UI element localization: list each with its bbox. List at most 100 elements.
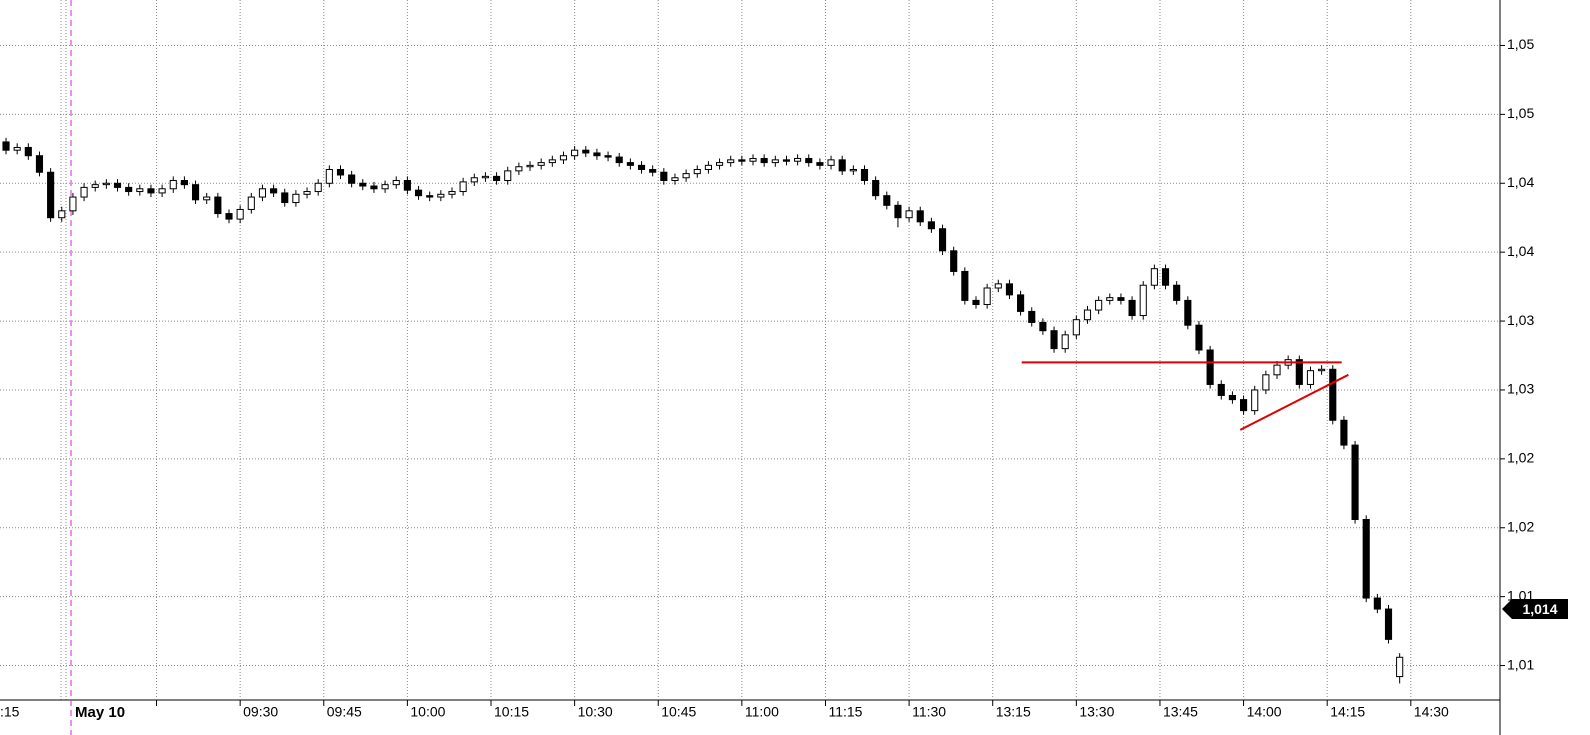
candle-body: [481, 175, 489, 179]
candle-body: [125, 186, 133, 193]
candle-body: [336, 168, 345, 176]
x-tick-label: 14:30: [1414, 704, 1449, 720]
candle-body: [905, 210, 913, 219]
candle-body: [916, 210, 924, 223]
candle-body: [1195, 324, 1203, 351]
candle-body: [1262, 374, 1270, 391]
candle-body: [559, 155, 568, 161]
candle-body: [225, 213, 233, 220]
candle-body: [1373, 597, 1381, 610]
candle-body: [872, 180, 880, 197]
candle-body: [972, 299, 980, 306]
candle-body: [203, 196, 211, 201]
candle-body: [247, 196, 255, 210]
candle-body: [1161, 268, 1170, 286]
candle-body: [515, 166, 523, 172]
candle-body: [771, 159, 779, 164]
candle-body: [1028, 310, 1036, 323]
candle-body: [91, 184, 99, 188]
x-tick-label: 13:15: [996, 704, 1031, 720]
candle-body: [348, 174, 356, 184]
candle-body: [35, 155, 44, 173]
candle-body: [1251, 389, 1259, 412]
candle-body: [537, 162, 545, 166]
y-tick-label: 1,02: [1507, 450, 1534, 466]
candle-body: [147, 188, 155, 194]
x-tick-label: 11:15: [828, 704, 862, 720]
x-tick-label: 10:00: [410, 704, 445, 720]
candle-body: [961, 270, 969, 301]
candle-body: [392, 180, 400, 186]
candle-body: [270, 188, 278, 194]
candle-body: [236, 208, 244, 220]
candle-body: [180, 180, 188, 186]
candle-body: [1150, 268, 1158, 286]
candle-body: [927, 221, 935, 230]
candle-body: [1228, 394, 1236, 401]
candle-body: [682, 173, 690, 179]
candle-body: [794, 157, 802, 162]
candle-body: [704, 164, 712, 170]
candle-body: [1095, 299, 1103, 311]
x-tick-label: 13:45: [1163, 704, 1198, 720]
y-tick-label: 1,01: [1507, 656, 1534, 672]
candle-body: [403, 180, 411, 191]
candle-body: [637, 164, 646, 170]
candle-body: [504, 170, 512, 182]
candle-body: [493, 175, 501, 182]
candle-body: [1005, 283, 1014, 296]
candle-body: [1106, 297, 1114, 301]
candle-body: [983, 287, 991, 306]
candle-body: [381, 184, 389, 190]
candle-body: [1329, 368, 1337, 421]
y-tick-label: 1,05: [1507, 105, 1534, 121]
candle-body: [1072, 319, 1080, 336]
x-tick-label: 14:00: [1247, 704, 1282, 720]
candle-body: [749, 157, 757, 162]
candle-body: [660, 171, 668, 182]
candle-body: [325, 168, 333, 184]
candle-body: [816, 162, 824, 166]
x-tick-label: 14:15: [1330, 704, 1365, 720]
y-tick-label: 1,04: [1507, 174, 1534, 190]
session-label: May 10: [75, 704, 125, 721]
x-tick-label: :15: [0, 704, 20, 720]
candle-body: [281, 192, 289, 204]
candle-body: [1061, 334, 1069, 350]
candle-body: [1273, 364, 1281, 376]
x-tick-label: 11:00: [745, 704, 779, 720]
candle-body: [1351, 444, 1359, 520]
candle-body: [604, 155, 612, 158]
candle-body: [1128, 299, 1136, 317]
candle-body: [13, 146, 21, 151]
candle-body: [1340, 419, 1348, 446]
candle-body: [292, 193, 300, 204]
candle-body: [1240, 399, 1248, 412]
candle-body: [314, 182, 322, 193]
candle-body: [102, 182, 110, 186]
candle-body: [1139, 284, 1147, 317]
x-tick-label: 11:30: [912, 704, 946, 720]
candle-body: [671, 177, 679, 182]
candle-body: [1295, 359, 1303, 385]
y-tick-label: 1,05: [1507, 36, 1534, 52]
candle-body: [1050, 330, 1058, 350]
candle-body: [838, 159, 846, 172]
x-tick-label: 10:45: [661, 704, 696, 720]
candle-body: [1206, 349, 1214, 385]
candle-body: [437, 193, 445, 198]
candle-body: [649, 168, 657, 173]
candle-body: [582, 149, 590, 154]
candle-body: [1318, 368, 1326, 372]
candle-body: [950, 250, 958, 272]
candle-body: [448, 191, 456, 195]
candle-body: [693, 168, 701, 175]
candle-body: [470, 177, 478, 183]
candle-body: [258, 188, 267, 198]
candle-body: [370, 185, 378, 190]
candle-body: [738, 159, 746, 162]
candle-body: [426, 195, 434, 198]
candle-body: [1396, 656, 1404, 678]
